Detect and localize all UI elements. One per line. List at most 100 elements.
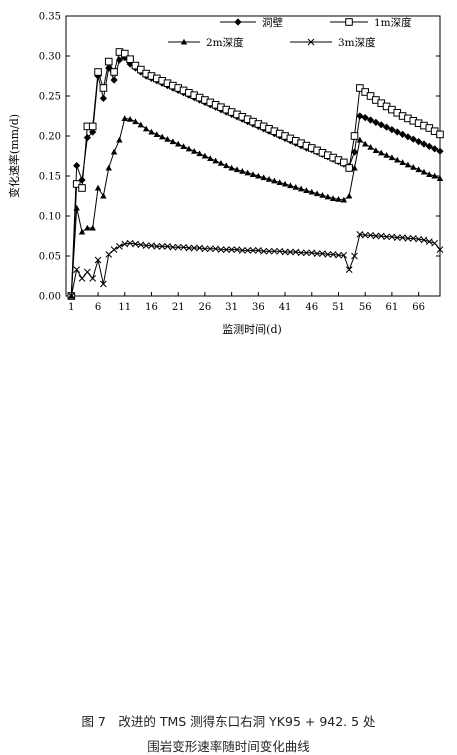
data-point: [372, 232, 380, 240]
data-point: [356, 112, 364, 120]
y-axis-label: 变化速率(mm/d): [7, 114, 21, 198]
data-point: [276, 247, 284, 255]
data-point: [72, 180, 81, 188]
legend-marker: [307, 38, 315, 46]
data-point: [361, 114, 369, 122]
data-point: [329, 251, 337, 258]
data-point: [377, 232, 385, 240]
series-line: [70, 233, 441, 297]
data-point: [180, 143, 187, 149]
data-point: [271, 177, 278, 184]
data-point: [207, 155, 214, 161]
data-point: [180, 243, 187, 251]
data-point: [409, 135, 417, 143]
plot-frame: [65, 15, 441, 297]
data-point: [78, 275, 86, 282]
x-tick-label: 6: [95, 302, 101, 313]
data-point: [169, 138, 177, 145]
data-point: [89, 224, 96, 231]
legend-entry-3: 2m深度: [168, 36, 244, 49]
series-2: [67, 48, 444, 300]
data-point: [324, 193, 331, 200]
data-point: [196, 244, 203, 252]
legend-marker: [180, 38, 188, 45]
data-point: [372, 118, 380, 126]
data-point: [249, 247, 257, 254]
data-point: [115, 56, 124, 64]
data-point: [110, 148, 118, 155]
data-point: [137, 65, 145, 74]
data-point: [137, 121, 144, 128]
figure: 0.00 0.05 0.10 0.15 0.20 0.25 0.30 0.35 1 6 11 16 21…: [7, 12, 444, 754]
legend-label: 2m深度: [206, 36, 244, 49]
data-point: [94, 184, 102, 191]
data-point: [350, 148, 359, 156]
data-point: [223, 162, 230, 169]
data-point: [303, 187, 310, 193]
data-point: [329, 195, 337, 201]
data-point: [73, 266, 81, 273]
data-point: [356, 231, 364, 238]
data-point: [153, 131, 161, 137]
data-point: [83, 134, 91, 142]
legend-marker: [234, 18, 242, 26]
y-tick-label: 0.25: [39, 92, 61, 103]
data-point: [148, 242, 155, 249]
series-3: [68, 115, 444, 299]
legend-entry-1: 洞壁: [220, 16, 283, 29]
data-point: [366, 116, 375, 124]
data-point: [121, 240, 129, 248]
data-point: [399, 234, 406, 241]
y-tick-label: 0.20: [39, 132, 61, 143]
data-point: [319, 192, 326, 198]
x-tick-label: 56: [359, 302, 372, 313]
data-point: [100, 280, 107, 288]
data-point: [350, 132, 359, 140]
data-point: [420, 236, 428, 244]
data-point: [217, 246, 225, 253]
data-point: [345, 164, 353, 172]
data-point: [297, 185, 305, 192]
data-point: [196, 150, 203, 157]
data-point: [420, 168, 428, 175]
data-point: [361, 231, 369, 239]
data-point: [158, 243, 166, 250]
series-group: [67, 48, 444, 300]
data-point: [105, 64, 113, 72]
data-point: [281, 180, 289, 187]
data-point: [292, 248, 300, 256]
data-point: [367, 144, 374, 150]
data-point: [104, 57, 113, 66]
data-point: [415, 166, 422, 173]
data-point: [94, 256, 102, 264]
data-point: [260, 174, 267, 181]
data-point: [110, 246, 118, 253]
data-point: [132, 118, 139, 125]
data-point: [383, 152, 390, 158]
data-point: [340, 251, 348, 259]
data-point: [366, 92, 375, 100]
data-point: [436, 246, 444, 253]
legend-label: 3m深度: [338, 36, 376, 49]
data-point: [345, 192, 353, 199]
data-point: [388, 126, 396, 134]
y-tick-label: 0.15: [39, 172, 61, 183]
data-point: [425, 238, 433, 245]
data-point: [415, 235, 422, 243]
data-point: [292, 184, 299, 190]
y-tick-label: 0.35: [39, 12, 61, 23]
legend-label: 洞壁: [262, 16, 283, 29]
data-point: [249, 171, 257, 177]
data-point: [335, 196, 342, 202]
series-4: [67, 231, 444, 300]
data-point: [185, 244, 193, 252]
legend: 洞壁 1m深度 2m深度 3m深度: [168, 16, 412, 49]
data-point: [238, 247, 246, 254]
data-point: [313, 250, 321, 257]
data-point: [308, 249, 316, 257]
x-tick-label: 41: [279, 302, 292, 313]
data-point: [169, 243, 177, 251]
data-point: [116, 136, 123, 143]
chart: 0.000.050.100.150.200.250.300.351 6 11 16 21…: [7, 12, 444, 336]
data-point: [190, 244, 198, 252]
